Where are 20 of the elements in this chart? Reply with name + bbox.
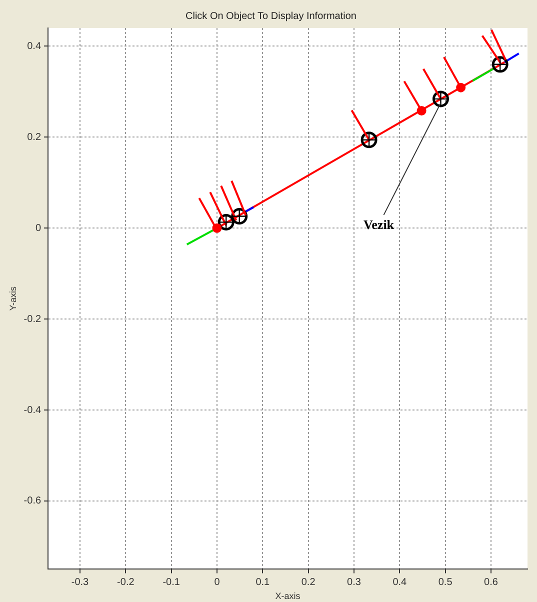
y-tick-label: 0.2: [27, 132, 42, 143]
y-tick-label: -0.2: [24, 314, 42, 325]
y-axis-title: Y-axis: [8, 286, 18, 311]
x-tick-label: 0.4: [392, 576, 408, 588]
y-tick-label: -0.6: [24, 496, 42, 507]
x-tick-label: -0.2: [117, 576, 135, 588]
x-tick-label: 0.3: [347, 576, 362, 588]
x-tick-label: 0.5: [438, 576, 453, 588]
x-tick-label: 0: [214, 576, 220, 588]
x-tick-label: -0.3: [71, 576, 90, 588]
chart-title: Click On Object To Display Information: [186, 10, 356, 22]
x-tick-label: 0.6: [484, 576, 498, 588]
y-tick-label: 0: [35, 222, 42, 234]
x-tick-label: 0.1: [256, 576, 270, 588]
x-tick-label: -0.1: [162, 576, 180, 588]
x-tick-label: 0.2: [301, 576, 316, 588]
annotation: Vezik: [363, 216, 395, 232]
y-tick-label: 0.4: [27, 40, 42, 52]
x-axis-title: X-axis: [275, 591, 301, 602]
y-tick-label: -0.4: [24, 404, 42, 416]
